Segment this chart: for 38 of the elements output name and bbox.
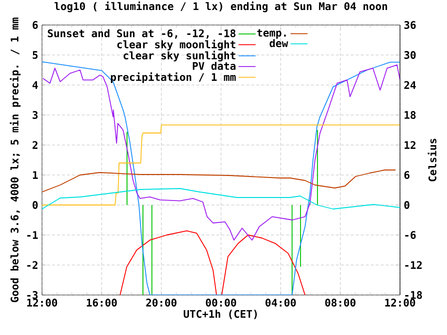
y-tick-label: 6: [32, 21, 38, 29]
y-tick-label: -2: [27, 261, 38, 269]
legend-label: precipitation / 1 mm: [110, 72, 236, 83]
y-tick-label: -3: [27, 291, 38, 299]
x-tick-label: 16:00: [86, 298, 117, 307]
y2-tick-label: -18: [405, 291, 422, 299]
x-tick-label: 12:00: [385, 298, 416, 307]
y2-axis-title: Celsius: [428, 138, 436, 182]
y2-tick-label: -12: [405, 261, 422, 269]
x-tick-label: 20:00: [146, 298, 176, 307]
y-tick-label: 0: [32, 201, 38, 209]
y-tick-label: 3: [32, 111, 38, 119]
y-tick-label: 2: [32, 141, 38, 149]
legend-label: clear sky moonlight: [117, 40, 236, 50]
legend-label: PV data: [192, 62, 236, 70]
x-tick-label: 08:00: [325, 298, 356, 307]
y2-tick-label: 0: [404, 201, 410, 209]
y-tick-label: -1: [27, 231, 38, 239]
y2-tick-label: 30: [404, 51, 416, 59]
y2-tick-label: 36: [404, 21, 416, 29]
x-tick-label: 00:00: [206, 298, 236, 307]
y2-tick-label: 18: [404, 111, 416, 119]
chart-title: log10 ( illuminance / 1 lx) ending at Sun Mar 04 noon: [54, 2, 388, 12]
y2-tick-label: -6: [405, 231, 416, 239]
legend-label: temp.: [257, 29, 286, 39]
y-tick-label: 1: [32, 171, 38, 179]
y2-tick-label: 12: [404, 141, 416, 149]
y-axis-title: Good below 3.6, 4000 lx; 5 min precip. / 1 mm: [10, 18, 21, 302]
legend-label: dew: [270, 39, 288, 48]
legend-label: clear sky sunlight: [124, 50, 236, 62]
x-tick-label: 12:00: [27, 298, 58, 307]
x-axis-title: UTC+1h (CET): [184, 310, 257, 320]
legend-label: Sunset and Sun at -6, -12, -18: [48, 29, 236, 39]
y-tick-label: 5: [32, 51, 38, 59]
y2-tick-label: 24: [404, 81, 416, 89]
x-tick-label: 04:00: [266, 298, 296, 307]
y2-tick-label: 6: [404, 171, 410, 179]
y-tick-label: 4: [32, 81, 38, 89]
